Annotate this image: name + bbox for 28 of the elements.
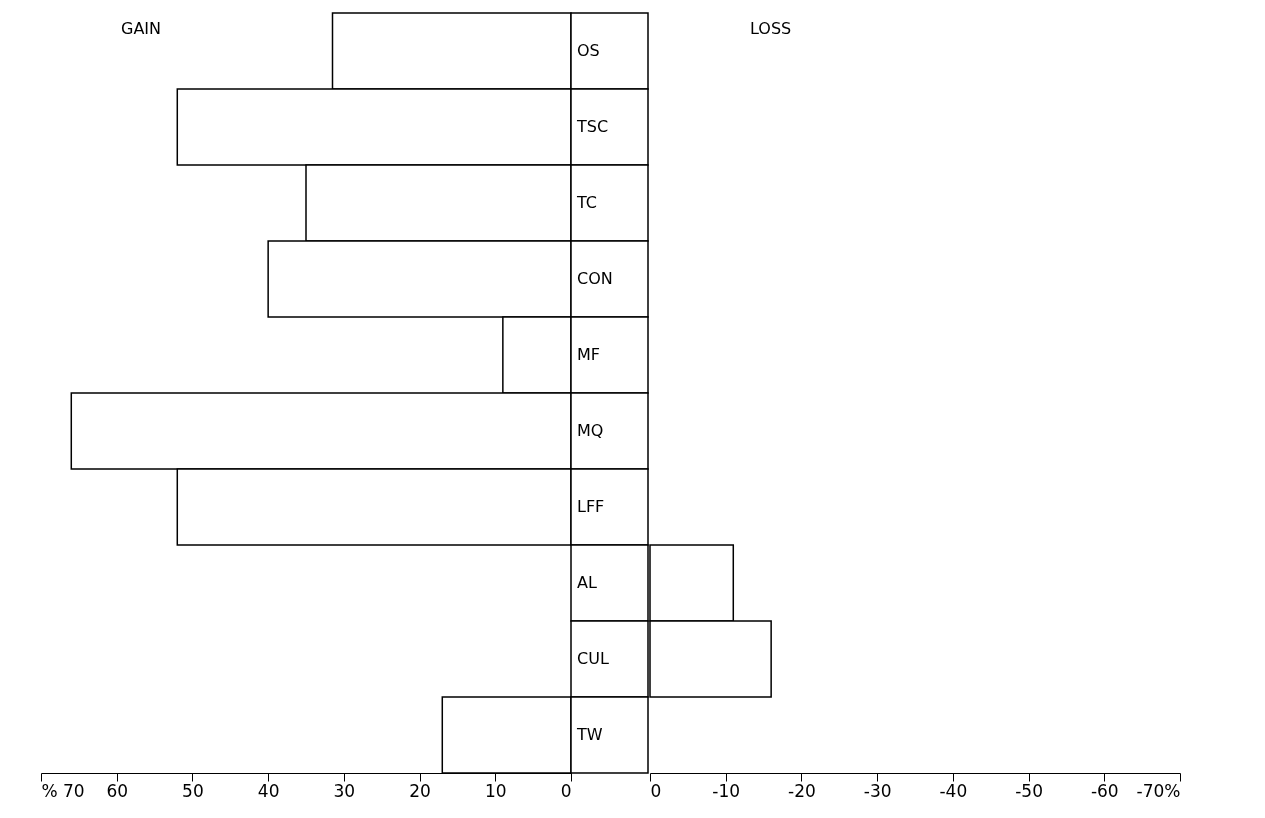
y-tick-label: AL: [577, 573, 597, 592]
y-tick-label: MQ: [577, 421, 604, 440]
x-tick-label: 20: [409, 780, 431, 801]
x-tick-label: 0: [650, 780, 662, 801]
x-tick-label: -10: [712, 780, 741, 801]
y-tick-label: OS: [577, 41, 600, 60]
y-tick-label: TW: [576, 725, 603, 744]
x-tick-label: -50: [1015, 780, 1043, 801]
x-tick-label: 60: [106, 780, 129, 801]
annotation: LOSS: [750, 19, 792, 38]
y-tick-label: TC: [576, 193, 598, 212]
x-tick-label: -30: [863, 780, 892, 801]
x-tick-label: -40: [939, 780, 968, 801]
y-tick-label: CUL: [577, 649, 609, 668]
y-tick-label: TSC: [576, 117, 609, 136]
annotation: GAIN: [121, 19, 162, 38]
y-tick-label: MF: [577, 345, 601, 364]
y-tick-label: LFF: [577, 497, 605, 516]
x-tick-label: 10: [484, 780, 507, 801]
y-tick-label: CON: [577, 269, 613, 288]
x-tick-label: -60: [1090, 780, 1119, 801]
x-tick-label: 30: [333, 780, 356, 801]
x-tick-label: -70%: [1136, 780, 1181, 801]
x-tick-label: 0: [560, 780, 572, 801]
x-tick-label: -20: [788, 780, 816, 801]
x-tick-label: 50: [182, 780, 204, 801]
x-tick-label: % 70: [41, 780, 85, 801]
x-tick-label: 40: [257, 780, 280, 801]
